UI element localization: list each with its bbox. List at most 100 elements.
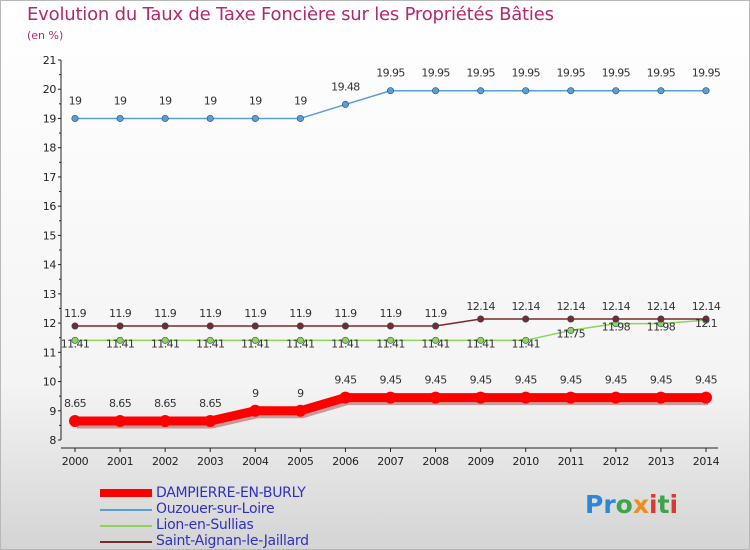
- data-point: [69, 415, 81, 427]
- data-point: [296, 114, 304, 122]
- logo-letter: P: [585, 490, 604, 519]
- data-label: 11.9: [109, 307, 132, 320]
- data-point: [429, 391, 442, 404]
- data-point: [116, 322, 124, 330]
- data-label: 12.14: [602, 300, 631, 313]
- legend-swatch-dampierre: [100, 489, 152, 497]
- data-point: [609, 391, 622, 404]
- data-point: [432, 336, 440, 344]
- data-point: [206, 322, 214, 330]
- unit-label: (en %): [27, 29, 64, 42]
- data-point: [567, 87, 575, 95]
- y-tick-label: 15: [43, 229, 57, 242]
- data-label: 9.45: [379, 374, 402, 387]
- data-label: 11.9: [425, 307, 448, 320]
- data-point: [116, 114, 124, 122]
- data-label: 12.14: [511, 300, 540, 313]
- data-point: [386, 336, 394, 344]
- y-tick-label: 9: [49, 405, 56, 418]
- data-label: 19.95: [466, 67, 495, 80]
- data-label: 9.45: [470, 374, 493, 387]
- data-point: [386, 87, 394, 95]
- y-tick-label: 11: [43, 346, 56, 359]
- data-label: 11.41: [421, 337, 450, 350]
- data-label: 9.45: [605, 374, 628, 387]
- data-label: 19: [249, 94, 262, 107]
- data-point: [519, 391, 532, 404]
- data-point: [71, 336, 79, 344]
- data-point: [251, 322, 259, 330]
- data-point: [71, 114, 79, 122]
- logo-letter: x: [632, 490, 649, 519]
- x-tick-label: 2013: [648, 455, 675, 468]
- x-tick-label: 2003: [197, 455, 224, 468]
- data-label: 11.41: [61, 337, 90, 350]
- data-label: 11.9: [199, 307, 222, 320]
- legend-label-dampierre: DAMPIERRE-EN-BURLY: [156, 485, 306, 501]
- data-point: [339, 391, 352, 404]
- data-label: 11.41: [331, 337, 360, 350]
- data-label: 11.41: [511, 337, 540, 350]
- data-point: [251, 114, 259, 122]
- data-point: [341, 336, 349, 344]
- data-point: [204, 415, 217, 427]
- x-tick-label: 2004: [242, 455, 269, 468]
- data-label: 19.48: [331, 80, 360, 93]
- data-point: [161, 114, 169, 122]
- data-label: 8.65: [109, 397, 132, 410]
- x-tick-label: 2011: [558, 455, 584, 468]
- data-point: [386, 322, 394, 330]
- logo-letter: i: [669, 490, 679, 519]
- data-label: 11.41: [466, 337, 495, 350]
- legend-item-ouzouer: Ouzouer-sur-Loire: [100, 501, 360, 517]
- data-point: [161, 336, 169, 344]
- data-label: 9.45: [560, 374, 583, 387]
- data-label: 9.45: [695, 374, 718, 387]
- data-label: 9: [297, 387, 304, 400]
- data-label: 11.9: [244, 307, 267, 320]
- y-tick-label: 19: [43, 112, 57, 125]
- data-label: 11.9: [289, 307, 312, 320]
- legend-swatch-ouzouer: [100, 509, 152, 511]
- axes: 8 9 10 11 12 13 14 15 16 17 18 19 20 21 2000 2001 2002 20…: [43, 54, 720, 468]
- data-label: 8.65: [64, 397, 87, 410]
- data-point: [700, 391, 712, 404]
- legend-label-lion: Lion-en-Sullias: [156, 517, 254, 533]
- data-label: 11.41: [241, 337, 270, 350]
- data-label: 11.41: [376, 337, 405, 350]
- y-tick-label: 10: [43, 376, 57, 389]
- y-tick-label: 17: [43, 171, 57, 184]
- legend: DAMPIERRE-EN-BURLY Ouzouer-sur-Loire Lio…: [100, 485, 360, 549]
- data-label: 9.45: [650, 374, 673, 387]
- x-tick-label: 2001: [107, 455, 133, 468]
- data-label: 19: [159, 94, 172, 107]
- legend-swatch-saint-aignan: [100, 541, 152, 543]
- x-tick-label: 2012: [603, 455, 629, 468]
- y-tick-label: 12: [43, 317, 56, 330]
- legend-item-saint-aignan: Saint-Aignan-le-Jaillard: [100, 533, 360, 549]
- data-point: [654, 391, 667, 404]
- data-point: [522, 336, 530, 344]
- data-point: [294, 404, 307, 417]
- data-point: [432, 87, 440, 95]
- x-tick-label: 2008: [422, 455, 449, 468]
- logo-letter: r: [603, 490, 616, 519]
- data-point: [567, 315, 575, 323]
- data-label: 19: [114, 94, 127, 107]
- data-label: 19: [69, 94, 82, 107]
- legend-swatch-lion: [100, 525, 152, 527]
- data-label: 11.98: [647, 321, 676, 334]
- data-point: [657, 87, 665, 95]
- y-tick-label: 20: [43, 83, 57, 96]
- series-lines: [69, 87, 712, 429]
- data-point: [296, 322, 304, 330]
- data-label: 11.41: [151, 337, 180, 350]
- data-point: [474, 391, 487, 404]
- legend-label-saint-aignan: Saint-Aignan-le-Jaillard: [156, 533, 309, 549]
- x-tick-label: 2006: [332, 455, 359, 468]
- data-point: [657, 315, 665, 323]
- data-point: [477, 87, 485, 95]
- data-label: 12.14: [557, 300, 586, 313]
- data-point: [522, 87, 530, 95]
